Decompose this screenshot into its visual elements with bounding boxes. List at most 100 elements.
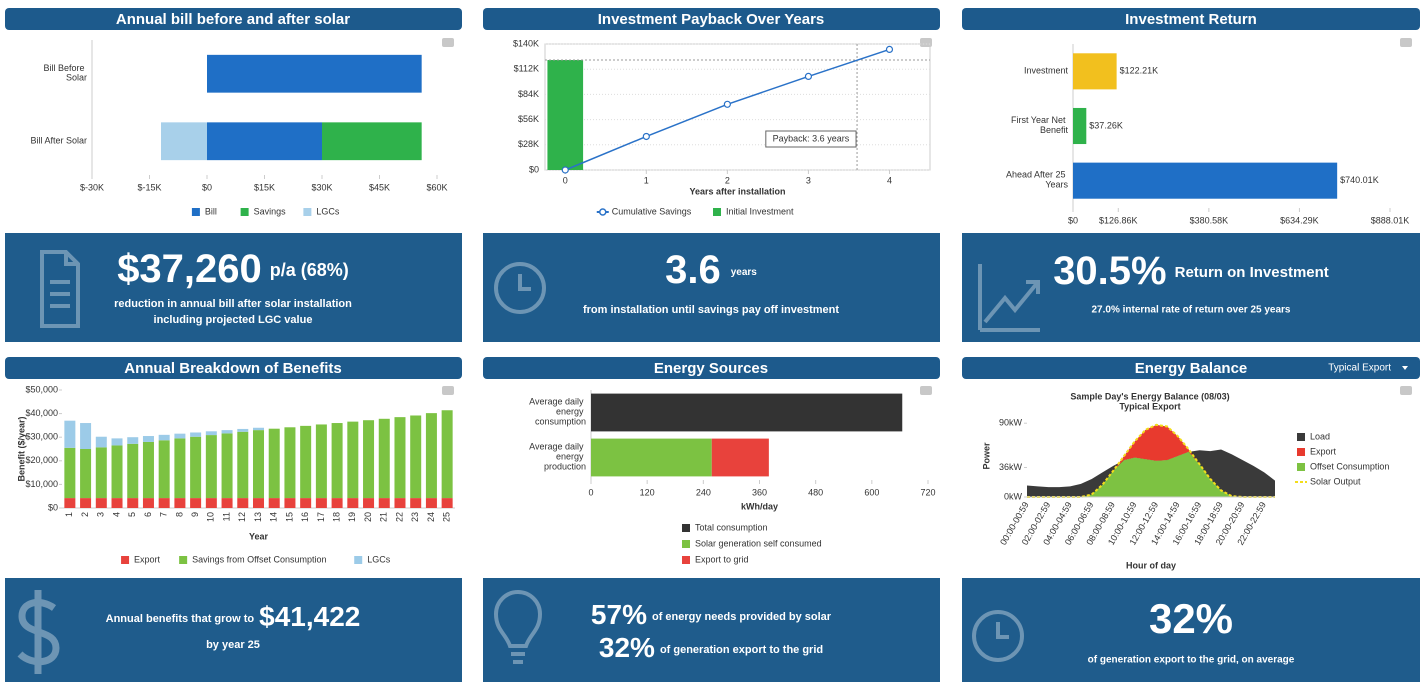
stat-headline: Annual benefits that grow to $41,422: [106, 601, 361, 632]
bar: [207, 122, 322, 161]
stat-value: 30.5%: [1053, 249, 1166, 293]
bar: [127, 443, 139, 499]
category-label: Average daily energy consumption: [529, 397, 586, 427]
bar: [64, 498, 76, 508]
stat-line: of generation export to the grid, on ave…: [1088, 655, 1295, 666]
panel-title: Energy Sources: [654, 360, 768, 377]
stat-headline: 30.5% Return on Investment: [1053, 249, 1329, 293]
stat-prefix: Annual benefits that grow to: [106, 613, 255, 625]
x-tick-label: $634.29K: [1280, 215, 1319, 225]
x-tick-label: $15K: [254, 182, 275, 192]
x-tick-label: 2: [80, 512, 90, 517]
bar: [441, 498, 453, 508]
bar: [127, 498, 139, 508]
bar: [95, 436, 107, 448]
export-button[interactable]: [442, 386, 454, 395]
export-button[interactable]: [1400, 386, 1412, 395]
x-tick-label: 4: [887, 175, 892, 185]
bar: [111, 445, 123, 499]
stat-text: of energy needs provided by solar: [652, 611, 832, 623]
bar: [190, 498, 202, 508]
title-bar: [5, 8, 462, 30]
stat-line: from installation until savings pay off …: [583, 304, 839, 316]
point: [885, 45, 894, 54]
x-tick-label: 22: [394, 512, 404, 522]
legend-symbol: [240, 208, 249, 216]
bar: [410, 498, 422, 508]
bar: [64, 420, 76, 448]
bar: [322, 122, 422, 161]
bar: [1073, 53, 1117, 90]
x-tick-label: $888.01K: [1371, 215, 1410, 225]
chart-subtitle: Typical Export: [1119, 401, 1180, 411]
bar: [80, 498, 92, 508]
clock-icon: [494, 262, 546, 314]
stat-line: including projected LGC value: [154, 314, 313, 326]
legend-label: Total consumption: [695, 522, 768, 532]
bar: [315, 424, 327, 499]
bar: [1073, 107, 1087, 145]
point: [804, 72, 813, 81]
x-tick-label: 24: [426, 512, 436, 522]
legend-symbol: [1297, 463, 1305, 471]
label-line: Ahead After 25: [1006, 170, 1068, 180]
stat-text: of generation export to the grid: [660, 644, 823, 656]
dropdown-label[interactable]: Typical Export: [1328, 363, 1391, 374]
bar: [378, 418, 390, 499]
x-tick-label: 1: [644, 175, 649, 185]
dropdown-arrow[interactable]: [1402, 366, 1408, 370]
bar: [252, 427, 265, 431]
stat-suffix: p/a (68%): [270, 260, 349, 280]
bar: [158, 440, 170, 499]
bar: [252, 430, 265, 499]
stat-line: 27.0% internal rate of return over 25 ye…: [1092, 305, 1291, 316]
y-tick-label: $56K: [518, 114, 539, 124]
legend-label: Savings from Offset Consumption: [192, 554, 326, 564]
annotation: Payback: 3.6 years: [773, 133, 850, 143]
category-label: Average daily energy production: [529, 442, 586, 472]
label-line: Benefit: [1040, 125, 1069, 135]
stat-value: 57%: [591, 599, 647, 630]
legend-label: LGCs: [316, 206, 340, 216]
y-tick-label: 90kW: [999, 418, 1023, 428]
x-tick-label: 17: [316, 512, 326, 522]
stat-box: [483, 233, 940, 342]
stat-value: 32%: [599, 632, 655, 663]
panel-title: Energy Balance: [1135, 360, 1248, 377]
bar: [378, 498, 390, 508]
bar: [331, 498, 343, 508]
y-tick-label: $28K: [518, 139, 539, 149]
x-tick-label: 3: [96, 512, 106, 517]
x-tick-label: $30K: [311, 182, 332, 192]
bar: [161, 122, 207, 161]
bar: [711, 438, 769, 477]
stat-headline: 3.6 years: [665, 248, 757, 292]
data-label: $37.26K: [1089, 120, 1123, 130]
x-tick-label: $-30K: [80, 182, 104, 192]
bar: [205, 435, 217, 499]
dropdown[interactable]: Typical Export: [1328, 363, 1408, 374]
panel-title: Investment Return: [1125, 11, 1257, 28]
label-line: Average daily: [529, 397, 586, 407]
stat-row: 32% of generation export to the grid: [599, 632, 823, 663]
bar: [174, 433, 186, 439]
export-button[interactable]: [920, 386, 932, 395]
export-button[interactable]: [920, 38, 932, 47]
label-line: First Year Net: [1011, 115, 1068, 125]
title-bar: [962, 8, 1420, 30]
x-tick-label: 1: [64, 512, 74, 517]
area: [1027, 424, 1275, 497]
export-button[interactable]: [442, 38, 454, 47]
x-tick-label: 360: [752, 487, 767, 497]
bar: [363, 498, 375, 508]
export-button[interactable]: [1400, 38, 1412, 47]
x-tick-label: $45K: [369, 182, 390, 192]
bar: [158, 434, 170, 441]
area: [1027, 451, 1275, 497]
x-tick-label: 12: [237, 512, 247, 522]
legend-label: Export: [134, 554, 161, 564]
bar: [300, 498, 312, 508]
x-tick-label: 600: [864, 487, 879, 497]
x-axis-title: kWh/day: [741, 501, 778, 511]
bar: [142, 441, 154, 499]
